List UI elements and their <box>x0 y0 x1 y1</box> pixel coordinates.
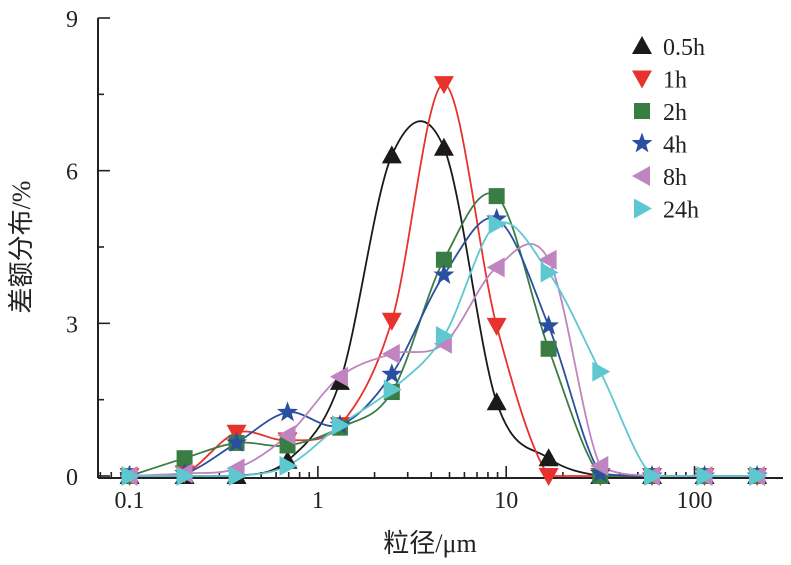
data-point-24h <box>279 455 298 476</box>
data-point-4h <box>433 263 455 284</box>
data-point-1h <box>538 468 559 486</box>
data-point-0.5h <box>486 392 507 411</box>
data-point-24h <box>383 379 402 400</box>
legend-marker-8h <box>632 166 650 186</box>
data-point-4h <box>486 208 508 228</box>
data-point-24h <box>331 415 350 436</box>
legend-marker-2h <box>634 103 650 119</box>
legend-marker-1h <box>632 70 652 89</box>
data-point-24h <box>540 262 559 283</box>
data-point-2h <box>435 251 452 268</box>
data-point-2h <box>540 340 557 357</box>
legend-label-0.5h: 0.5h <box>663 35 705 61</box>
data-point-2h <box>176 450 193 467</box>
legend-marker-0.5h <box>632 36 652 54</box>
data-point-24h <box>228 466 247 486</box>
data-point-0.5h <box>538 448 559 467</box>
y-tick-label: 0 <box>66 465 78 491</box>
x-tick-label: 100 <box>677 488 713 514</box>
data-point-24h <box>749 466 768 486</box>
data-point-8h <box>486 257 505 278</box>
data-point-24h <box>644 466 663 486</box>
data-point-1h <box>433 76 454 95</box>
legend-label-1h: 1h <box>663 68 687 94</box>
data-point-2h <box>488 188 505 205</box>
legend: 0.5h 1h 2h 4h 8h 24h <box>631 35 705 224</box>
data-point-4h <box>277 401 298 422</box>
data-point-24h <box>592 361 611 382</box>
data-point-8h <box>329 366 348 387</box>
data-point-24h <box>696 466 715 486</box>
legend-marker-24h <box>634 198 652 219</box>
legend-marker-4h <box>631 132 653 153</box>
data-point-1h <box>486 317 507 336</box>
data-point-24h <box>488 214 507 235</box>
data-point-4h <box>381 363 403 384</box>
data-point-24h <box>435 326 454 347</box>
data-point-24h <box>176 466 195 486</box>
data-point-0.5h <box>433 137 454 156</box>
data-point-1h <box>381 312 402 331</box>
x-tick-label: 10 <box>494 488 518 514</box>
data-point-4h <box>226 431 248 452</box>
y-tick-label: 6 <box>66 160 78 186</box>
x-tick-label: 0.1 <box>115 488 145 514</box>
data-point-8h <box>381 343 400 364</box>
data-point-4h <box>538 314 560 335</box>
y-tick-label: 9 <box>66 7 78 33</box>
data-point-4h <box>589 462 611 483</box>
data-point-8h <box>538 249 557 270</box>
y-axis-title: 差额分布/% <box>7 181 36 314</box>
axes: 0.1 1 10 100 0 3 6 9 <box>66 7 783 514</box>
legend-label-8h: 8h <box>663 165 687 191</box>
legend-label-4h: 4h <box>663 133 687 159</box>
data-point-0.5h <box>381 145 402 164</box>
legend-label-2h: 2h <box>663 100 687 126</box>
x-axis-title: 粒径/μm <box>383 529 476 558</box>
data-point-24h <box>121 466 140 486</box>
x-tick-label: 1 <box>312 488 324 514</box>
series-markers <box>119 76 768 486</box>
data-point-8h <box>277 425 296 446</box>
legend-label-24h: 24h <box>663 198 699 224</box>
data-point-8h <box>590 455 609 476</box>
y-tick-label: 3 <box>66 312 78 338</box>
